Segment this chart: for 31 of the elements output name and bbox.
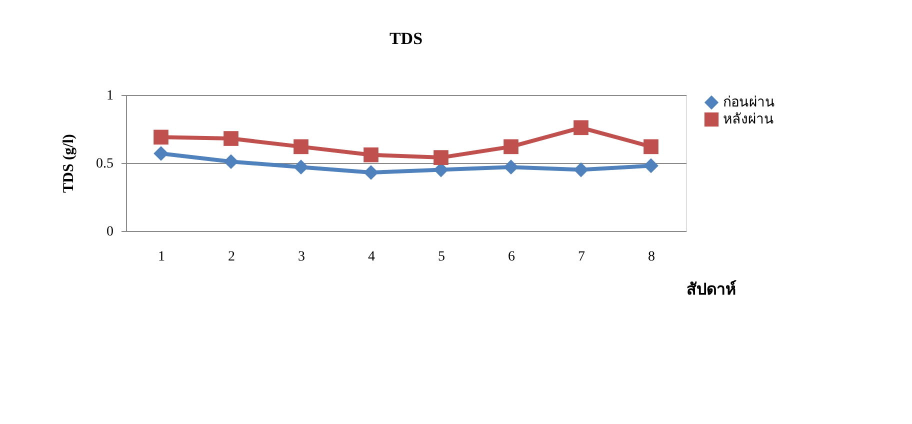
x-tick-label: 2 bbox=[228, 250, 235, 264]
point bbox=[644, 139, 658, 154]
point bbox=[294, 139, 308, 154]
y-axis-title: TDS (g/l) bbox=[61, 134, 77, 193]
point bbox=[224, 154, 238, 170]
x-tick-label: 3 bbox=[298, 250, 305, 264]
point bbox=[644, 158, 658, 174]
x-tick-label: 7 bbox=[578, 250, 585, 264]
y-tick-label: 1 bbox=[106, 88, 114, 104]
point bbox=[364, 147, 378, 162]
y-tick-label: 0 bbox=[106, 224, 114, 240]
x-tick-label: 1 bbox=[158, 250, 165, 264]
chart-title: TDS bbox=[389, 29, 423, 48]
x-tick-label: 5 bbox=[438, 250, 445, 264]
point bbox=[294, 160, 308, 174]
point bbox=[154, 146, 168, 161]
x-tick-label: 6 bbox=[508, 250, 515, 264]
point bbox=[504, 160, 518, 174]
legend-label: หลังผ่าน bbox=[723, 112, 774, 128]
point bbox=[224, 131, 238, 146]
x-axis-title: สัปดาห์ bbox=[686, 280, 736, 298]
point bbox=[434, 150, 448, 165]
point bbox=[574, 120, 588, 136]
y-tick-label: 0.5 bbox=[96, 156, 114, 172]
x-tick-label: 8 bbox=[648, 250, 655, 264]
x-tick-label: 4 bbox=[368, 250, 375, 264]
legend-label: ก่อนผ่าน bbox=[723, 94, 775, 110]
point bbox=[504, 139, 518, 154]
point bbox=[364, 165, 378, 180]
point bbox=[574, 162, 588, 178]
point bbox=[154, 130, 168, 145]
